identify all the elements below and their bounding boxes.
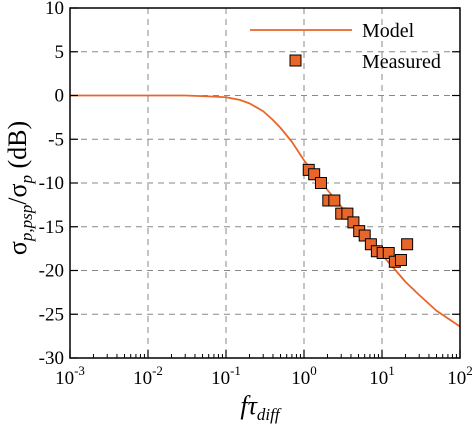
y-axis-title-part2: /σ <box>3 184 32 205</box>
x-tick-label-exponent: 1 <box>388 363 395 378</box>
legend-label: Model <box>362 20 415 42</box>
y-tick-label: 0 <box>55 86 65 107</box>
x-tick-label-base: 10 <box>369 368 388 389</box>
measured-point <box>382 247 395 259</box>
legend: Model Measured <box>250 20 441 73</box>
y-tick-label: 10 <box>45 0 64 19</box>
x-tick-label-exponent: 0 <box>310 363 317 378</box>
y-tick-label: -25 <box>39 304 64 325</box>
x-tick-label: 100 <box>291 363 317 389</box>
x-tick-label: 102 <box>447 363 473 389</box>
y-axis-title: σp,psp/σp (dB) <box>3 121 36 255</box>
measured-point <box>364 238 377 251</box>
y-tick-label: -10 <box>39 173 64 194</box>
x-tick-label-base: 10 <box>211 368 230 389</box>
x-tick-label: 10-3 <box>55 363 85 389</box>
y-axis-title-part1: σ <box>3 241 32 255</box>
series-layer <box>70 94 461 328</box>
x-tick-label-exponent: -2 <box>152 363 163 378</box>
x-axis-title-main: fτ <box>240 391 258 420</box>
x-axis-title-sub: diff <box>257 405 282 424</box>
measured-point <box>314 177 327 189</box>
measured-point <box>341 207 354 220</box>
x-tick-label-base: 10 <box>291 368 310 389</box>
y-axis-title-sub2: p <box>17 175 36 185</box>
x-tick-label: 10-2 <box>133 363 163 389</box>
x-tick-label-base: 10 <box>133 368 152 389</box>
x-axis-title: fτdiff <box>240 391 281 424</box>
y-tick-label: -30 <box>39 348 64 369</box>
measured-point <box>394 254 407 266</box>
legend-measured-marker <box>289 54 302 67</box>
measured-point <box>358 229 371 242</box>
x-tick-label-exponent: 2 <box>466 363 473 378</box>
x-tick-label: 10-1 <box>211 363 241 389</box>
grid <box>70 8 460 358</box>
y-tick-label: -20 <box>39 261 64 282</box>
legend-label: Measured <box>362 51 441 73</box>
y-axis-title-sub1: p,psp <box>17 205 36 242</box>
y-axis-title-unit: (dB) <box>3 121 32 175</box>
x-tick-label-exponent: -1 <box>230 363 241 378</box>
x-tick-label-base: 10 <box>55 368 74 389</box>
y-tick-label: -15 <box>39 217 64 238</box>
y-tick-label: 5 <box>55 42 65 63</box>
axis-ticks: 10-3 10-2 10-1 100 101 1021050-5-10-15-20-25-… <box>39 0 473 389</box>
measured-point <box>308 168 321 181</box>
measured-point <box>401 238 414 251</box>
y-tick-label: -5 <box>48 129 64 150</box>
x-tick-label: 101 <box>369 363 395 389</box>
x-tick-label-base: 10 <box>447 368 466 389</box>
measured-point <box>328 194 341 207</box>
x-tick-label-exponent: -3 <box>74 363 85 378</box>
